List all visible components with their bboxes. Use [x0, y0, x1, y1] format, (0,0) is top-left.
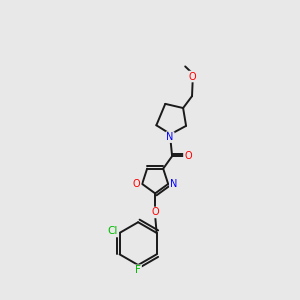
Text: O: O [133, 179, 141, 189]
Text: F: F [135, 266, 141, 275]
Text: O: O [151, 207, 159, 218]
Text: N: N [166, 132, 174, 142]
Text: O: O [184, 151, 192, 161]
Text: N: N [170, 179, 177, 189]
Text: O: O [189, 71, 196, 82]
Text: Cl: Cl [108, 226, 118, 236]
